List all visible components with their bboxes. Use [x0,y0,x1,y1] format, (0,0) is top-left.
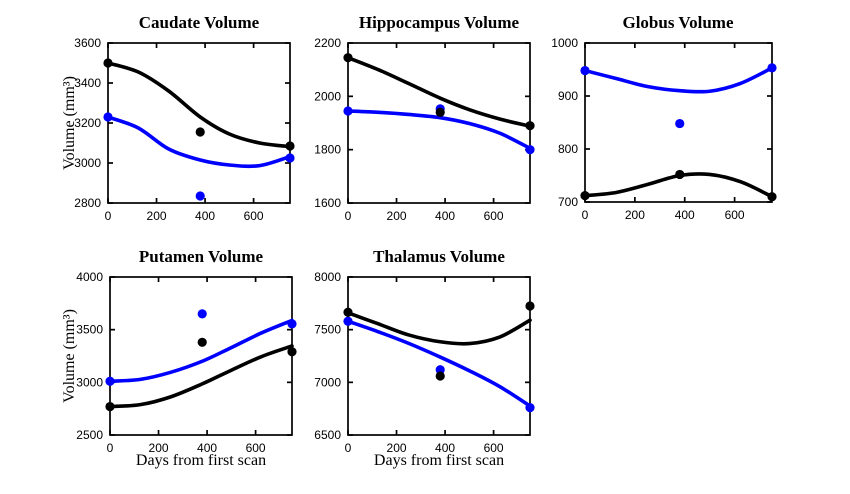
y-tick-label: 800 [558,142,578,156]
hippocampus-blue-series-marker [343,106,353,116]
y-tick-label: 1600 [314,196,341,210]
x-tick-label: 0 [105,209,112,223]
x-tick-label: 400 [435,441,455,455]
caudate-black-series-marker [285,141,295,151]
x-axis-label-putamen: Days from first scan [135,452,267,469]
x-tick-label: 400 [435,209,455,223]
y-tick-label: 2800 [74,196,101,210]
thalamus-black-series-marker [435,371,445,381]
hippocampus-black-series-curve [346,55,532,128]
y-tick-label: 3600 [74,36,101,50]
subplot-globus-title: Globus Volume [622,13,734,32]
thalamus-blue-series-marker [343,316,353,326]
x-tick-label: 200 [387,441,407,455]
y-tick-label: 3000 [76,375,103,389]
hippocampus-black-series-marker [343,53,353,63]
y-tick-label: 4000 [76,270,103,284]
subplot-globus-plot: 0 200 400 600 700 800 900 1000 [551,36,777,222]
subplot-hippocampus-title: Hippocampus Volume [358,13,520,32]
caudate-black-series-marker [103,58,113,68]
axes-box [584,42,773,203]
x-tick-label: 400 [195,209,215,223]
y-tick-label: 2200 [314,36,341,50]
thalamus-black-series-marker [343,307,353,317]
x-tick-label: 200 [387,209,407,223]
caudate-black-series-marker [195,127,205,137]
x-tick-label: 600 [725,208,745,222]
y-tick-label: 700 [558,195,578,209]
y-tick-label: 7000 [314,375,341,389]
y-tick-label: 2000 [314,89,341,103]
thalamus-blue-series-curve [346,319,532,408]
thalamus-black-series-curve [346,311,532,346]
x-tick-label: 0 [582,208,589,222]
hippocampus-black-series-marker [525,121,535,131]
globus-blue-series-marker [767,63,777,73]
y-tick-label: 900 [558,89,578,103]
subplot-thalamus-title: Thalamus Volume [373,247,505,266]
hippocampus-blue-series-marker [525,145,535,155]
subplot-putamen-title: Putamen Volume [138,247,264,266]
y-tick-label: 2500 [76,428,103,442]
subplot-hippocampus-plot: 0 200 400 600 1600 1800 2000 2200 [314,36,535,223]
putamen-black-series-marker [287,347,297,357]
x-tick-label: 600 [484,209,504,223]
y-tick-label: 6500 [314,428,341,442]
putamen-blue-series-marker [287,319,297,329]
axes-box [107,42,291,204]
y-tick-label: 1800 [314,143,341,157]
x-tick-label: 600 [244,209,264,223]
caudate-blue-series-curve [106,115,292,169]
x-tick-label: 0 [345,441,352,455]
subplot-thalamus-plot: 0 200 400 600 6500 7000 7500 8000 [314,270,535,455]
x-tick-label: 200 [147,209,167,223]
hippocampus-black-series-marker [435,107,445,117]
y-tick-label: 3500 [76,323,103,337]
caudate-blue-series-marker [285,153,295,163]
x-tick-label: 200 [149,441,169,455]
thalamus-blue-series-marker [525,403,535,413]
subplot-caudate-title: Caudate Volume [138,13,260,32]
x-tick-label: 400 [675,208,695,222]
x-axis-label-thalamus: Days from first scan [373,452,505,469]
y-tick-label: 7500 [314,323,341,337]
caudate-black-series-curve [106,61,292,149]
y-tick-label: 3200 [74,116,101,130]
globus-blue-series-marker [675,118,685,129]
subplot-putamen-plot: 0 200 400 600 2500 3000 3500 4000 [76,270,297,455]
hippocampus-blue-series-curve [346,109,532,151]
thalamus-blue-series-marker [435,365,445,375]
y-tick-label: 3000 [74,156,101,170]
y-tick-label: 8000 [314,270,341,284]
putamen-blue-series-marker [105,376,115,386]
globus-black-series-marker [580,191,590,201]
globus-blue-series-marker [580,65,590,76]
x-tick-label: 0 [107,441,114,455]
y-tick-label: 3400 [74,76,101,90]
subplot-caudate-plot: 0 200 400 600 2800 3000 3200 3400 3600 [74,36,295,223]
putamen-blue-series-curve [108,318,294,384]
globus-black-series-marker [767,192,777,202]
caudate-blue-series-marker [103,112,113,122]
putamen-black-series-marker [197,337,207,347]
x-tick-label: 400 [197,441,217,455]
y-tick-label: 1000 [551,36,578,50]
globus-blue-series-curve [583,66,774,94]
x-tick-label: 200 [625,208,645,222]
x-tick-label: 600 [484,441,504,455]
x-tick-label: 600 [246,441,266,455]
thalamus-black-series-marker [525,301,535,311]
putamen-black-series-curve [108,344,294,409]
axes-box [347,276,531,436]
caudate-blue-series-marker [195,191,205,201]
putamen-black-series-marker [105,401,115,412]
putamen-blue-series-marker [197,309,207,319]
x-tick-label: 0 [345,209,352,223]
globus-black-series-marker [675,169,685,180]
